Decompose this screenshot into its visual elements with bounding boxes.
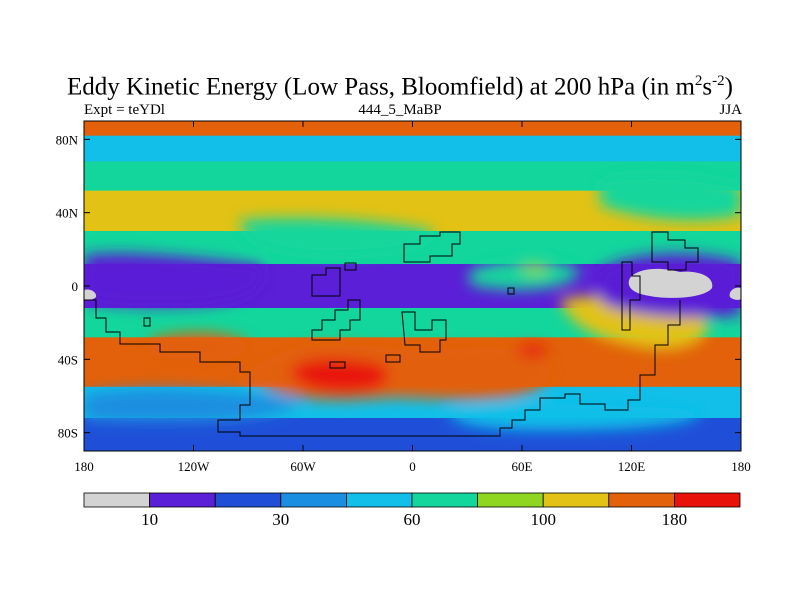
colorbar-box-6	[477, 492, 544, 508]
y-tick-label-2: 0	[72, 279, 79, 294]
coastline-africa	[401, 311, 447, 353]
colorbar-label-4: 180	[662, 510, 688, 529]
x-tick-label-2: 60W	[290, 459, 316, 474]
coastline-island-3	[344, 262, 357, 271]
anomaly-south-pacific-blue	[84, 389, 300, 422]
coastline-central-america	[311, 267, 341, 297]
colorbar-box-7	[542, 492, 610, 508]
anomaly-north-atlantic-green	[240, 218, 432, 255]
anomaly-pacific-purple	[84, 253, 264, 307]
coastline-island-1	[143, 317, 151, 327]
chart-title: Eddy Kinetic Energy (Low Pass, Bloomfiel…	[67, 73, 733, 101]
subtitle-season: JJA	[719, 102, 742, 118]
colorbar: 10 30 60 100 180	[83, 492, 741, 529]
field-band-0	[84, 121, 741, 137]
anomaly-southern-jet-red	[290, 358, 389, 393]
colorbar-label-2: 60	[404, 510, 421, 529]
x-tick-label-0: 180	[74, 459, 94, 474]
colorbar-label-0: 10	[141, 510, 158, 529]
x-tick-label-3: 0	[409, 459, 416, 474]
coastline-east-asia	[651, 231, 699, 271]
colorbar-box-8	[608, 492, 675, 508]
subtitle-run-id: 444_5_MaBP	[358, 102, 442, 118]
coastline-island-2	[329, 361, 346, 369]
colorbar-box-3	[280, 492, 347, 508]
colorbar-label-3: 100	[530, 510, 556, 529]
subtitle-experiment: Expt = teYDl	[84, 102, 165, 118]
coastline-island-4	[507, 287, 515, 295]
coastline-island-5	[385, 354, 401, 363]
colorbar-label-1: 30	[272, 510, 289, 529]
minimum-warm-pool-grey	[628, 268, 713, 298]
minimum-west-edge-grey	[84, 289, 97, 300]
coastline-maritime-continent	[621, 261, 641, 331]
x-tick-label-6: 180	[731, 459, 751, 474]
anomaly-southwest-orange	[150, 333, 250, 362]
colorbar-box-9	[674, 492, 741, 508]
x-tick-label-5: 120E	[618, 459, 646, 474]
y-tick-label-3: 40S	[58, 352, 78, 367]
anomaly-small-red	[515, 345, 548, 358]
colorbar-box-0	[83, 492, 150, 508]
y-tick-label-4: 80S	[58, 426, 78, 441]
colorbar-box-2	[214, 492, 282, 508]
x-tick-label-1: 120W	[178, 459, 211, 474]
colorbar-box-5	[411, 492, 478, 508]
y-tick-label-0: 80N	[56, 132, 79, 147]
field-anomalies	[84, 174, 741, 431]
contour-field	[84, 121, 741, 451]
colorbar-box-1	[149, 492, 216, 508]
coastline-antarctic-south	[84, 299, 681, 437]
anomaly-north-pacific-green	[600, 174, 741, 221]
field-band-1	[84, 135, 741, 162]
colorbar-box-4	[345, 492, 413, 508]
axis-ticks: 180 120W 60W 0 60E 120E 180 80N 40N 0 40S 80S	[56, 121, 751, 474]
minimum-east-edge-grey	[729, 287, 741, 300]
coastline-south-america	[311, 299, 361, 341]
y-tick-label-1: 40N	[56, 206, 79, 221]
x-tick-label-4: 60E	[512, 459, 533, 474]
latitude-bands	[84, 121, 741, 451]
coastline-outlines	[84, 231, 699, 437]
anomaly-equatorial-green	[470, 259, 580, 290]
coastline-europe	[403, 231, 461, 263]
anomaly-equatorial-lime	[520, 264, 548, 275]
